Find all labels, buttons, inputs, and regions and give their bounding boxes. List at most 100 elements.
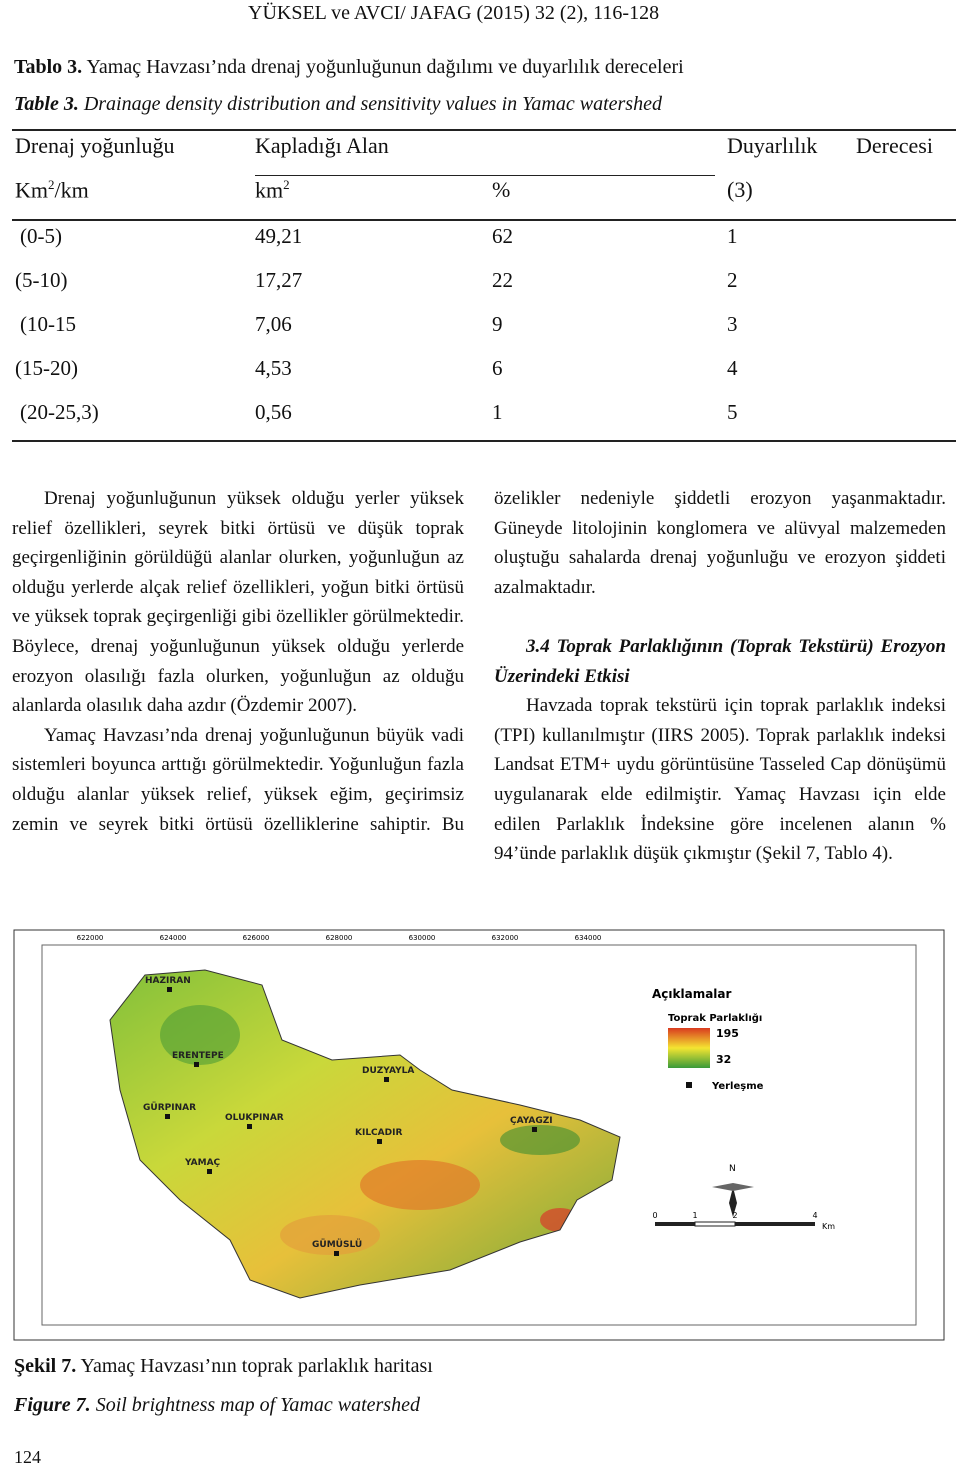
- header-cell: (3): [727, 177, 753, 202]
- legend-high: 195: [716, 1027, 739, 1040]
- settlement-marker: [384, 1077, 389, 1082]
- table-cell: (15-20): [15, 356, 78, 380]
- header-cell: Drenaj yoğunluğu: [15, 133, 175, 158]
- caption-label: Figure 7.: [14, 1394, 91, 1416]
- scale-label: 1: [692, 1211, 697, 1220]
- figure-caption-en: Figure 7. Soil brightness map of Yamac w…: [14, 1394, 420, 1417]
- north-label: N: [729, 1164, 736, 1174]
- caption-text: Soil brightness map of Yamac watershed: [95, 1394, 420, 1416]
- header-cell: km2: [255, 177, 290, 203]
- table-rule: [12, 440, 956, 442]
- figure-caption: Şekil 7. Yamaç Havzası’nın toprak parlak…: [14, 1355, 433, 1378]
- settlement-marker: [247, 1124, 252, 1129]
- table-cell: 2: [727, 268, 738, 292]
- legend-settlement: Yerleşme: [711, 1081, 764, 1092]
- unit: Km: [15, 177, 48, 203]
- scale-label: 0: [652, 1211, 657, 1220]
- unit: /km: [54, 177, 89, 203]
- table-cell: 6: [492, 356, 503, 380]
- page-number: 124: [14, 1447, 41, 1467]
- table-cell: (0-5): [20, 224, 62, 248]
- settlement-label: ERENTEPE: [172, 1051, 224, 1061]
- legend-title: Açıklamalar: [652, 987, 732, 1001]
- settlement-label: OLUKPINAR: [225, 1113, 284, 1123]
- paragraph: Drenaj yoğunluğunun yüksek olduğu yerler…: [12, 488, 464, 717]
- table-cell: 9: [492, 312, 503, 336]
- north-arrow: [712, 1183, 754, 1191]
- table-rule: [255, 175, 715, 176]
- legend-low: 32: [716, 1053, 731, 1066]
- caption-text: Yamaç Havzası’nın toprak parlaklık harit…: [80, 1355, 433, 1377]
- settlement-marker: [165, 1114, 170, 1119]
- map-x-coordinate: 626000: [243, 934, 270, 942]
- settlement-marker: [532, 1127, 537, 1132]
- unit-sup: 2: [48, 177, 55, 192]
- settlement-marker: [377, 1139, 382, 1144]
- unit-sup: 2: [283, 177, 290, 192]
- table-cell: (20-25,3): [20, 400, 99, 424]
- header-cell: Duyarlılık: [727, 133, 818, 158]
- header-cell: Derecesi: [856, 133, 933, 158]
- table-cell: 49,21: [255, 224, 303, 248]
- caption-label: Şekil 7.: [14, 1355, 77, 1377]
- table-cell: 4: [727, 356, 738, 380]
- legend-subtitle: Toprak Parlaklığı: [668, 1012, 762, 1024]
- settlement-label: GÜMÜSLÜ: [312, 1239, 362, 1250]
- table-rule: [12, 219, 956, 221]
- watershed-outline: [109, 969, 621, 1299]
- settlement-label: GÜRPINAR: [143, 1102, 196, 1113]
- caption-text: Yamaç Havzası’nda drenaj yoğunluğunun da…: [86, 56, 684, 78]
- map-x-coordinate: 630000: [409, 934, 436, 942]
- caption-label: Table 3.: [14, 93, 79, 115]
- table-cell: (10-15: [20, 312, 76, 336]
- scale-label: 4: [812, 1211, 817, 1220]
- table-cell: 22: [492, 268, 513, 292]
- header-cell: %: [492, 177, 511, 202]
- settlement-label: ÇAYAGZI: [510, 1116, 553, 1126]
- soil-brightness-map: 622000 624000 626000 628000 630000 632000 6340…: [13, 929, 945, 1341]
- paragraph: Havzada toprak tekstürü için toprak parl…: [494, 695, 946, 865]
- table-caption-en: Table 3. Drainage density distribution a…: [14, 93, 662, 116]
- running-title: YÜKSEL ve AVCI/ JAFAG (2015) 32 (2), 116…: [248, 2, 660, 24]
- settlement-label: DUZYAYLA: [362, 1066, 414, 1076]
- map-x-coordinate: 632000: [492, 934, 519, 942]
- right-column: özelikler nedeniyle şiddetli erozyon yaş…: [494, 484, 946, 869]
- map-x-coordinate: 622000: [77, 934, 104, 942]
- scale-unit: Km: [822, 1222, 835, 1231]
- caption-text: Drainage density distribution and sensit…: [83, 93, 662, 115]
- paragraph: Yamaç Havzası’nda drenaj yoğunluğunun bü…: [12, 724, 464, 835]
- table-rule: [12, 129, 956, 131]
- settlement-marker: [167, 987, 172, 992]
- map-x-coordinate: 634000: [575, 934, 602, 942]
- north-arrow: [729, 1187, 737, 1217]
- paragraph: özelikler nedeniyle şiddetli erozyon yaş…: [494, 488, 946, 598]
- legend-settlement-symbol: [686, 1082, 692, 1088]
- table-cell: 7,06: [255, 312, 292, 336]
- table-caption: Tablo 3. Yamaç Havzası’nda drenaj yoğunl…: [14, 56, 684, 79]
- settlement-marker: [334, 1251, 339, 1256]
- table-cell: 3: [727, 312, 738, 336]
- header-cell: Km2/km: [15, 177, 89, 203]
- table-cell: 17,27: [255, 268, 303, 292]
- table-cell: 5: [727, 400, 738, 424]
- section-heading: 3.4 Toprak Parlaklığının (Toprak Tekstür…: [494, 635, 946, 687]
- settlement-marker: [207, 1169, 212, 1174]
- table-cell: 1: [727, 224, 738, 248]
- map-x-coordinate: 624000: [160, 934, 187, 942]
- map-x-coordinate: 628000: [326, 934, 353, 942]
- header-cell: Kapladığı Alan: [255, 133, 389, 158]
- scale-label: 2: [732, 1211, 737, 1220]
- settlement-label: HAZIRAN: [145, 976, 191, 986]
- table-cell: 1: [492, 400, 503, 424]
- settlement-label: YAMAÇ: [184, 1158, 221, 1168]
- scale-bar: [694, 1221, 736, 1227]
- caption-label: Tablo 3.: [14, 56, 83, 78]
- settlement-label: KILCADIR: [355, 1128, 402, 1138]
- table-cell: 4,53: [255, 356, 292, 380]
- map-neatline: [41, 944, 917, 1326]
- left-column: Drenaj yoğunluğunun yüksek olduğu yerler…: [12, 484, 464, 839]
- table-cell: (5-10): [15, 268, 68, 292]
- unit: km: [255, 177, 284, 203]
- table-cell: 62: [492, 224, 513, 248]
